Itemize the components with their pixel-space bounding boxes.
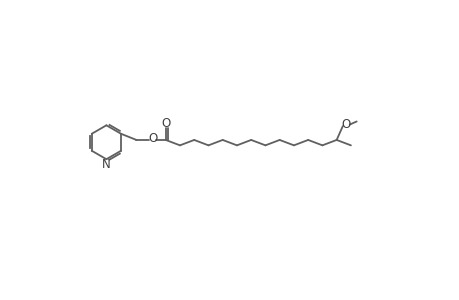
Text: O: O <box>341 118 350 131</box>
Text: O: O <box>148 132 157 145</box>
Text: N: N <box>102 158 111 171</box>
Text: O: O <box>161 116 170 130</box>
